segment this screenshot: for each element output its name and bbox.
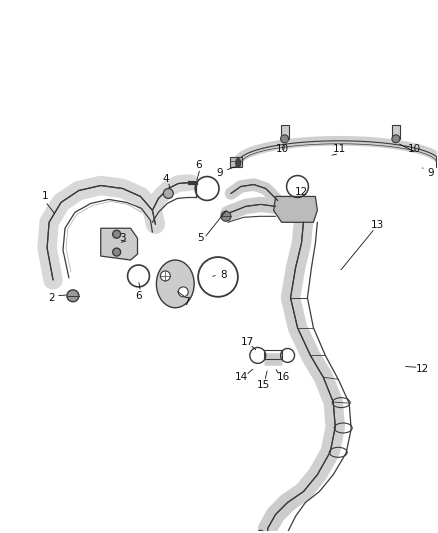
Circle shape xyxy=(178,287,188,297)
Text: 10: 10 xyxy=(408,144,421,154)
Polygon shape xyxy=(436,157,438,167)
Text: 6: 6 xyxy=(195,160,201,169)
FancyBboxPatch shape xyxy=(392,125,400,139)
Text: 17: 17 xyxy=(241,336,254,346)
Polygon shape xyxy=(101,228,138,260)
Circle shape xyxy=(392,135,400,143)
Text: 1: 1 xyxy=(42,191,49,201)
Text: 13: 13 xyxy=(371,220,384,230)
Text: 7: 7 xyxy=(183,297,190,307)
FancyBboxPatch shape xyxy=(281,125,289,139)
Ellipse shape xyxy=(156,260,194,308)
Polygon shape xyxy=(274,197,318,222)
Text: 12: 12 xyxy=(416,365,429,374)
Circle shape xyxy=(113,248,120,256)
Circle shape xyxy=(281,135,289,143)
Circle shape xyxy=(221,212,231,221)
Circle shape xyxy=(160,271,170,281)
Text: 6: 6 xyxy=(135,291,142,301)
Text: 8: 8 xyxy=(221,270,227,280)
Text: 10: 10 xyxy=(276,144,289,154)
Circle shape xyxy=(257,530,265,533)
Text: 2: 2 xyxy=(48,293,54,303)
Circle shape xyxy=(67,290,79,302)
Text: 9: 9 xyxy=(217,167,223,177)
Text: 9: 9 xyxy=(427,167,434,177)
Text: 15: 15 xyxy=(257,380,270,390)
Text: 14: 14 xyxy=(235,372,248,382)
Circle shape xyxy=(163,189,173,198)
Text: 5: 5 xyxy=(197,233,203,243)
Circle shape xyxy=(113,230,120,238)
Text: 3: 3 xyxy=(119,233,126,243)
Text: 4: 4 xyxy=(162,174,169,183)
Text: 12: 12 xyxy=(295,188,308,197)
Polygon shape xyxy=(230,157,242,167)
Text: 16: 16 xyxy=(277,372,290,382)
Text: 11: 11 xyxy=(332,144,346,154)
Ellipse shape xyxy=(236,158,241,167)
